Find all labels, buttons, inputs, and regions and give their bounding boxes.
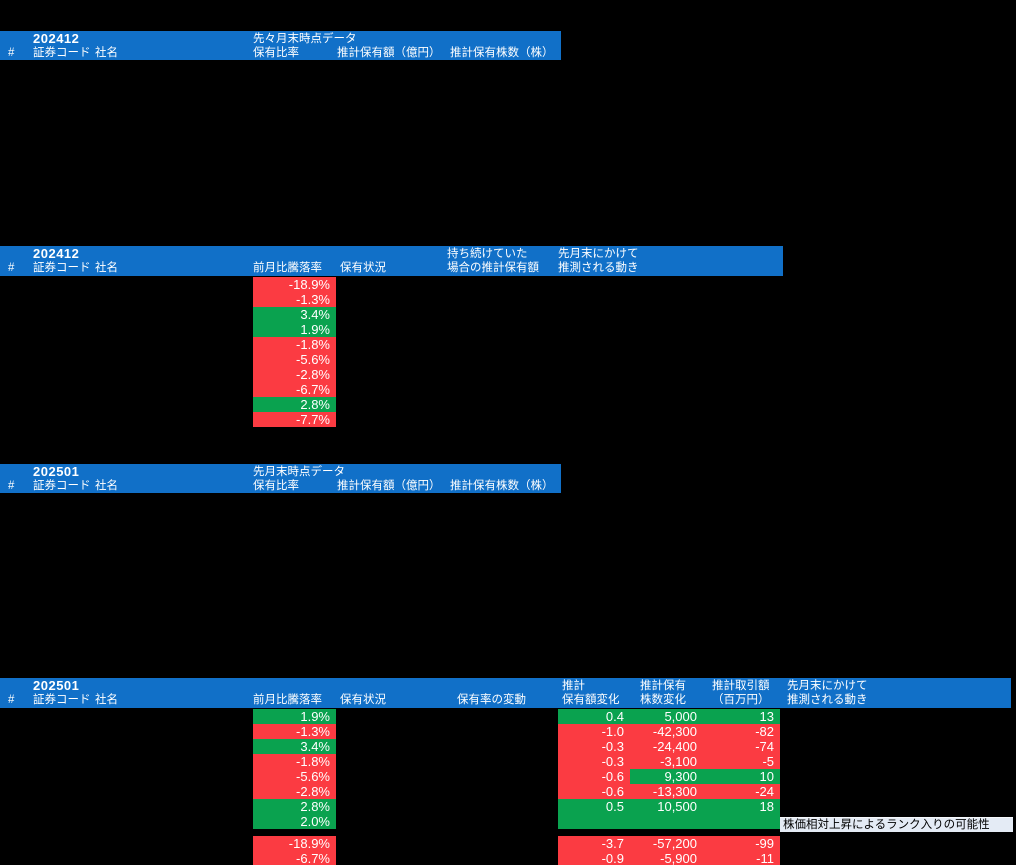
- table2-pct-cell[interactable]: -1.3%: [253, 292, 336, 307]
- table4-trade-cell[interactable]: 18: [703, 799, 780, 814]
- section-title: 202412: [33, 246, 80, 261]
- table4-shares-cell[interactable]: -24,400: [630, 739, 703, 754]
- col-header-status: 保有状況: [340, 262, 386, 274]
- table4-pct-cell[interactable]: -5.6%: [253, 769, 336, 784]
- rank-in-note: 株価相対上昇によるランク入りの可能性: [780, 817, 1013, 832]
- table4-amount-cell[interactable]: -0.3: [558, 754, 630, 769]
- table4-amount-cell[interactable]: -0.6: [558, 769, 630, 784]
- table4-shares-cell[interactable]: 5,000: [630, 709, 703, 724]
- table2-pct-cell[interactable]: -6.7%: [253, 382, 336, 397]
- table4-shares-cell[interactable]: -13,300: [630, 784, 703, 799]
- table4-pct-cell[interactable]: -1.8%: [253, 754, 336, 769]
- col-header-amt-bottom: 保有額変化: [562, 694, 620, 706]
- section-title: 202501: [33, 678, 80, 693]
- col-header-name: 社名: [95, 47, 118, 59]
- table4-trade-cell[interactable]: 13: [703, 709, 780, 724]
- section-label: 先月末時点データ: [253, 466, 345, 478]
- col-header-trade-bottom: （百万円）: [712, 694, 770, 706]
- header-block-202412-change: 202412 持ち続けていた 先月末にかけて # 証券コード 社名 前月比騰落率…: [0, 246, 783, 276]
- table4-amount-cell[interactable]: -0.3: [558, 739, 630, 754]
- table2-pct-cell[interactable]: -18.9%: [253, 277, 336, 292]
- table4-shares-cell[interactable]: -57,200: [630, 836, 703, 851]
- table2-pct-cell[interactable]: 2.8%: [253, 397, 336, 412]
- col-header-trade-top: 推計取引額: [712, 680, 770, 692]
- section-label: 先々月末時点データ: [253, 33, 357, 45]
- table4-pct-cell[interactable]: -18.9%: [253, 836, 336, 851]
- col-header-pct: 前月比騰落率: [253, 694, 322, 706]
- table4-amount-cell[interactable]: -3.7: [558, 836, 630, 851]
- table4-shares-cell[interactable]: -42,300: [630, 724, 703, 739]
- col-header-code: 証券コード: [33, 262, 91, 274]
- col-header-amount: 推計保有額（億円）: [337, 480, 441, 492]
- col-header-num: #: [8, 480, 15, 492]
- col-header-ratio-change: 保有率の変動: [457, 694, 526, 706]
- table2-pct-cell[interactable]: 3.4%: [253, 307, 336, 322]
- col-header-move-top: 先月末にかけて: [787, 680, 868, 692]
- section-title: 202412: [33, 31, 80, 46]
- table4-amount-cell[interactable]: 0.5: [558, 799, 630, 814]
- table4-pct-cell[interactable]: -2.8%: [253, 784, 336, 799]
- col-header-shares-bottom: 株数変化: [640, 694, 686, 706]
- table4-pct-cell[interactable]: 2.8%: [253, 799, 336, 814]
- table2-pct-cell[interactable]: -1.8%: [253, 337, 336, 352]
- table4-trade-cell[interactable]: -74: [703, 739, 780, 754]
- col-header-num: #: [8, 694, 15, 706]
- table4-shares-cell[interactable]: 9,300: [630, 769, 703, 784]
- table4-shares-cell[interactable]: [630, 814, 703, 829]
- table4-amount-cell[interactable]: -0.6: [558, 784, 630, 799]
- col-header-code: 証券コード: [33, 480, 91, 492]
- col-header-code: 証券コード: [33, 47, 91, 59]
- col-header-hold-bottom: 場合の推計保有額: [447, 262, 539, 274]
- table4-amount-cell[interactable]: -0.9: [558, 851, 630, 865]
- header-block-202501-change: 202501 推計 推計保有 推計取引額 先月末にかけて # 証券コード 社名 …: [0, 678, 1011, 708]
- col-header-amount: 推計保有額（億円）: [337, 47, 441, 59]
- table4-trade-cell[interactable]: -99: [703, 836, 780, 851]
- table4-pct-cell[interactable]: -6.7%: [253, 851, 336, 865]
- table2-pct-cell[interactable]: -5.6%: [253, 352, 336, 367]
- table4-pct-cell[interactable]: 1.9%: [253, 709, 336, 724]
- table4-amount-cell[interactable]: [558, 814, 630, 829]
- table4-amount-cell[interactable]: 0.4: [558, 709, 630, 724]
- table4-trade-cell[interactable]: [703, 814, 780, 829]
- table4-shares-cell[interactable]: -3,100: [630, 754, 703, 769]
- col-header-name: 社名: [95, 694, 118, 706]
- col-header-shares: 推計保有株数（株）: [450, 480, 554, 492]
- table4-trade-cell[interactable]: 10: [703, 769, 780, 784]
- table2-pct-cell[interactable]: -2.8%: [253, 367, 336, 382]
- col-header-ratio: 保有比率: [253, 480, 299, 492]
- col-header-move-bottom: 推測される動き: [558, 262, 639, 274]
- table2-pct-cell[interactable]: -7.7%: [253, 412, 336, 427]
- col-header-ratio: 保有比率: [253, 47, 299, 59]
- col-header-status: 保有状況: [340, 694, 386, 706]
- table4-shares-cell[interactable]: -5,900: [630, 851, 703, 865]
- table4-trade-cell[interactable]: -11: [703, 851, 780, 865]
- col-header-num: #: [8, 262, 15, 274]
- col-header-name: 社名: [95, 262, 118, 274]
- table4-trade-cell[interactable]: -82: [703, 724, 780, 739]
- table4-pct-cell[interactable]: -1.3%: [253, 724, 336, 739]
- table2-pct-cell[interactable]: 1.9%: [253, 322, 336, 337]
- col-header-shares-top: 推計保有: [640, 680, 686, 692]
- col-header-hold-top: 持ち続けていた: [447, 248, 528, 260]
- col-header-num: #: [8, 47, 15, 59]
- table4-trade-cell[interactable]: -5: [703, 754, 780, 769]
- col-header-move-bottom: 推測される動き: [787, 694, 868, 706]
- col-header-name: 社名: [95, 480, 118, 492]
- col-header-code: 証券コード: [33, 694, 91, 706]
- col-header-move-top: 先月末にかけて: [558, 248, 639, 260]
- table4-amount-cell[interactable]: -1.0: [558, 724, 630, 739]
- col-header-shares: 推計保有株数（株）: [450, 47, 554, 59]
- table4-trade-cell[interactable]: -24: [703, 784, 780, 799]
- table4-pct-cell[interactable]: 3.4%: [253, 739, 336, 754]
- table4-shares-cell[interactable]: 10,500: [630, 799, 703, 814]
- header-block-202412-snapshot: 202412 先々月末時点データ # 証券コード 社名 保有比率 推計保有額（億…: [0, 31, 561, 60]
- header-block-202501-snapshot: 202501 先月末時点データ # 証券コード 社名 保有比率 推計保有額（億円…: [0, 464, 561, 493]
- col-header-pct: 前月比騰落率: [253, 262, 322, 274]
- table4-pct-cell[interactable]: 2.0%: [253, 814, 336, 829]
- col-header-amt-top: 推計: [562, 680, 585, 692]
- section-title: 202501: [33, 464, 80, 479]
